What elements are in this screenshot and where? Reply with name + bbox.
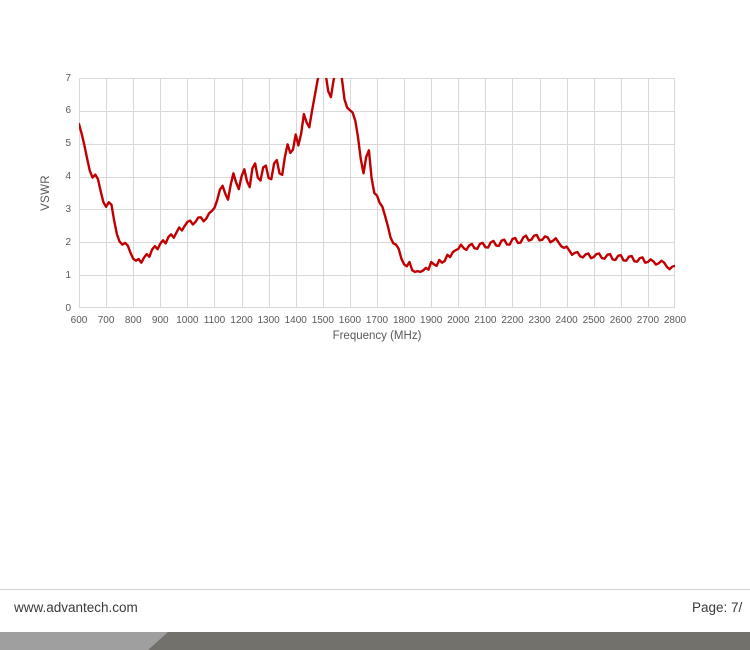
x-tick-label: 1300	[257, 315, 280, 326]
x-tick-label: 2500	[582, 315, 605, 326]
x-tick-label: 1000	[176, 315, 199, 326]
x-tick-label: 600	[70, 315, 88, 326]
x-tick-label: 2100	[474, 315, 497, 326]
footer-bar-left-segment	[0, 632, 170, 650]
x-tick-label: 700	[97, 315, 115, 326]
y-tick-label: 3	[65, 203, 71, 215]
x-tick-label: 900	[151, 315, 169, 326]
footer-divider	[0, 589, 750, 590]
x-tick-label: 1900	[420, 315, 443, 326]
y-tick-label: 6	[65, 105, 71, 117]
x-tick-label: 1800	[392, 315, 416, 326]
chart-plot-area	[79, 78, 675, 308]
x-tick-label: 2800	[663, 315, 687, 326]
footer-bar-right-segment	[148, 632, 750, 650]
y-tick-label: 5	[65, 138, 71, 150]
x-tick-label: 2600	[609, 315, 632, 326]
y-tick-label: 0	[65, 302, 71, 314]
x-tick-label: 2400	[555, 315, 578, 326]
x-axis-title: Frequency (MHz)	[332, 330, 422, 342]
x-tick-label: 2700	[636, 315, 660, 326]
footer-website-text: www.advantech.com	[14, 600, 138, 615]
x-tick-label: 2300	[528, 315, 551, 326]
y-tick-label: 2	[65, 236, 71, 248]
y-tick-label: 1	[65, 269, 71, 281]
y-tick-label: 4	[65, 171, 71, 183]
x-tick-label: 2200	[501, 315, 524, 326]
x-axis-tick-labels: 600 700 800 900 1000 1100 1200 1300 1400 1500 1600…	[71, 314, 686, 328]
vswr-line	[79, 78, 675, 274]
x-tick-label: 1100	[203, 315, 226, 326]
x-tick-label: 800	[124, 315, 142, 326]
page-number-label: Page: 7/	[692, 600, 743, 615]
x-tick-label: 2000	[447, 315, 470, 326]
x-tick-label: 1200	[230, 315, 253, 326]
x-tick-label: 1600	[338, 315, 362, 326]
y-axis-tick-labels: 0 1 2 3 4 5 6 7	[0, 73, 71, 314]
x-tick-label: 1700	[365, 315, 389, 326]
y-tick-label: 7	[65, 72, 71, 84]
x-tick-label: 1400	[284, 315, 307, 326]
x-tick-label: 1500	[311, 315, 334, 326]
